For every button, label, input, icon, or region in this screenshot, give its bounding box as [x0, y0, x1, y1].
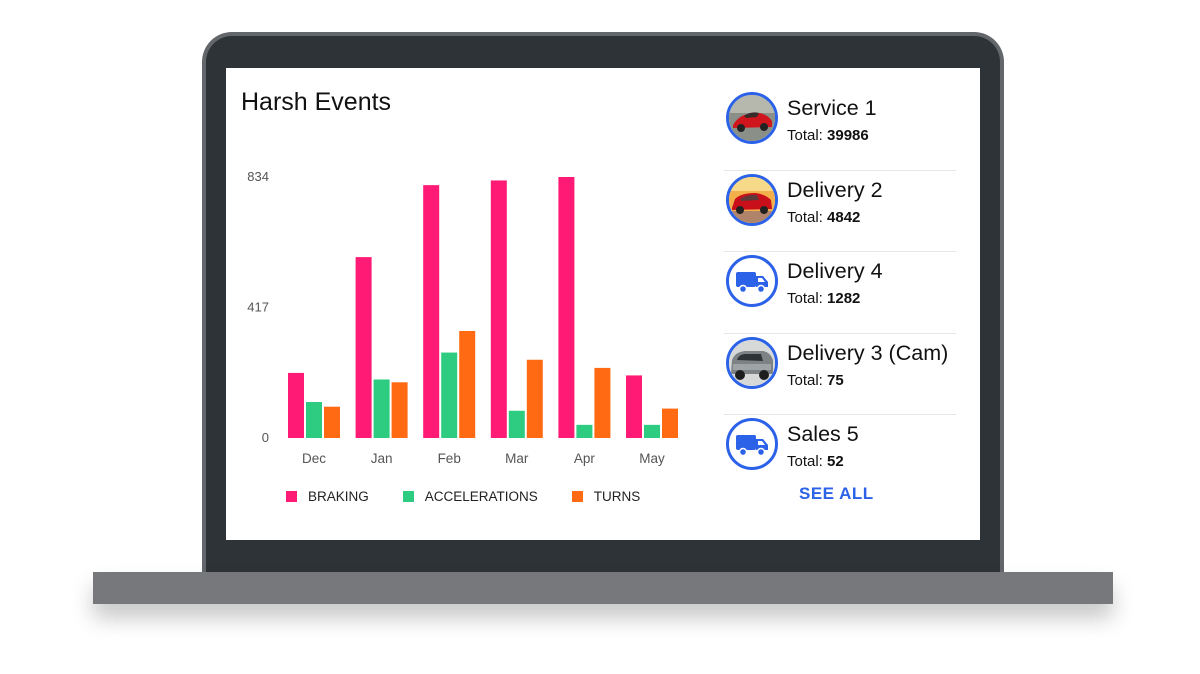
vehicle-name: Service 1: [787, 96, 877, 120]
harsh-events-chart: 834 417 0 Dec Jan Feb Mar Apr May: [247, 169, 678, 466]
vehicle-total-value: 75: [827, 371, 844, 389]
x-tick-label: Jan: [371, 451, 393, 466]
y-tick-label: 834: [247, 169, 269, 184]
bar-accelerations-jan[interactable]: [373, 379, 390, 438]
bar-braking-may[interactable]: [626, 375, 642, 438]
bar-braking-feb[interactable]: [423, 185, 440, 438]
x-tick-label: Feb: [438, 451, 461, 466]
vehicle-item-delivery-4[interactable]: Delivery 4 Total: 1282: [724, 252, 956, 334]
legend-item-accelerations[interactable]: ACCELERATIONS: [402, 489, 538, 504]
vehicle-name: Sales 5: [787, 422, 859, 446]
see-all-link[interactable]: SEE ALL: [799, 484, 874, 503]
red-sports-car-photo: [726, 92, 778, 144]
bar-turns-feb[interactable]: [459, 330, 476, 438]
vehicle-list: Service 1 Total: 39986 Delivery 2 Total:…: [724, 89, 956, 496]
bar-accelerations-dec[interactable]: [306, 402, 322, 438]
bar-braking-mar[interactable]: [490, 180, 507, 438]
bar-braking-jan[interactable]: [355, 257, 372, 438]
bar-turns-may[interactable]: [662, 408, 678, 438]
legend-label-braking: BRAKING: [308, 489, 369, 504]
vehicle-item-service-1[interactable]: Service 1 Total: 39986: [724, 89, 956, 171]
laptop-base: [93, 572, 1113, 604]
bar-turns-mar[interactable]: [526, 359, 543, 438]
y-tick-label: 0: [262, 430, 269, 445]
vehicle-total-value: 52: [827, 453, 844, 470]
x-tick-label: May: [639, 451, 665, 466]
legend-swatch-turns: [571, 491, 583, 502]
bar-braking-apr[interactable]: [558, 177, 575, 438]
legend-item-braking[interactable]: BRAKING: [286, 489, 369, 504]
vehicle-total: Total: 39986: [787, 127, 869, 144]
widget-title: Harsh Events: [241, 88, 392, 116]
vehicle-name: Delivery 4: [787, 259, 883, 283]
bar-turns-dec[interactable]: [324, 406, 340, 438]
vehicle-name: Delivery 3 (Cam): [787, 340, 949, 365]
bar-accelerations-may[interactable]: [644, 424, 660, 438]
laptop-screen: Harsh Events 834 417 0 Dec Jan Feb Mar Apr May …: [226, 68, 980, 540]
bar-braking-dec[interactable]: [288, 372, 304, 438]
vehicle-total: Total: 4842: [787, 208, 861, 226]
x-tick-label: Apr: [574, 451, 596, 466]
legend-swatch-braking: [286, 491, 297, 502]
grey-suv-photo: [726, 336, 778, 389]
x-tick-label: Mar: [505, 451, 529, 466]
vehicle-item-delivery-3-cam[interactable]: Delivery 3 (Cam) Total: 75: [724, 334, 956, 415]
legend-swatch-accelerations: [402, 491, 414, 502]
truck-icon: [726, 418, 778, 470]
vehicle-name: Delivery 2: [787, 177, 883, 202]
bar-accelerations-feb[interactable]: [441, 352, 458, 438]
bar-turns-apr[interactable]: [594, 367, 611, 438]
vehicle-total-value: 4842: [827, 208, 861, 226]
vehicle-total: Total: 52: [787, 453, 844, 470]
legend-label-accelerations: ACCELERATIONS: [424, 489, 538, 504]
truck-icon: [726, 255, 778, 307]
chart-legend: BRAKING ACCELERATIONS TURNS: [286, 489, 674, 504]
legend-label-turns: TURNS: [593, 489, 641, 504]
vehicle-total: Total: 1282: [787, 290, 861, 307]
vehicle-total: Total: 75: [787, 371, 844, 389]
red-car-photo: [726, 173, 778, 226]
vehicle-total-value: 39986: [827, 127, 869, 144]
bar-accelerations-mar[interactable]: [508, 410, 525, 438]
vehicle-total-value: 1282: [827, 290, 861, 307]
x-tick-label: Dec: [302, 451, 326, 466]
bar-accelerations-apr[interactable]: [576, 424, 593, 438]
bar-turns-jan[interactable]: [391, 382, 408, 438]
vehicle-item-delivery-2[interactable]: Delivery 2 Total: 4842: [724, 171, 956, 252]
vehicle-item-sales-5[interactable]: Sales 5 Total: 52: [724, 415, 956, 496]
y-tick-label: 417: [247, 300, 269, 315]
legend-item-turns[interactable]: TURNS: [571, 489, 641, 504]
